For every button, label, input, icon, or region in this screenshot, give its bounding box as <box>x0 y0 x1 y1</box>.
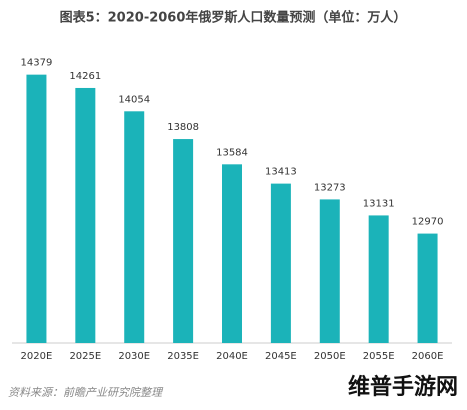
x-tick-label: 2055E <box>363 351 395 362</box>
value-label: 13584 <box>216 147 248 158</box>
value-label: 12970 <box>412 217 444 228</box>
bar <box>319 199 340 343</box>
bar <box>368 215 389 343</box>
value-label: 13808 <box>167 122 199 133</box>
bar <box>75 87 96 343</box>
bar <box>124 111 145 343</box>
chart-title: 图表5：2020-2060年俄罗斯人口数量预测（单位：万人） <box>60 10 407 26</box>
value-label: 13131 <box>363 198 395 209</box>
x-tick-label: 2040E <box>216 351 248 362</box>
bar <box>270 183 291 343</box>
bar <box>417 233 438 343</box>
watermark: 维普手游网 <box>348 374 458 400</box>
bar <box>26 74 47 343</box>
source-note: 资料来源：前瞻产业研究院整理 <box>8 386 164 399</box>
value-label: 13273 <box>314 182 346 193</box>
value-label: 13413 <box>265 167 297 178</box>
value-label: 14261 <box>69 71 101 82</box>
bar <box>173 139 194 343</box>
x-tick-label: 2020E <box>21 351 53 362</box>
x-tick-label: 2035E <box>167 351 199 362</box>
bar <box>222 164 242 343</box>
value-label: 14054 <box>118 94 150 105</box>
x-tick-label: 2060E <box>412 351 444 362</box>
value-label: 14379 <box>21 58 53 69</box>
x-tick-label: 2030E <box>118 351 150 362</box>
x-tick-label: 2050E <box>314 351 346 362</box>
x-tick-label: 2045E <box>265 351 297 362</box>
x-tick-label: 2025E <box>69 351 101 362</box>
